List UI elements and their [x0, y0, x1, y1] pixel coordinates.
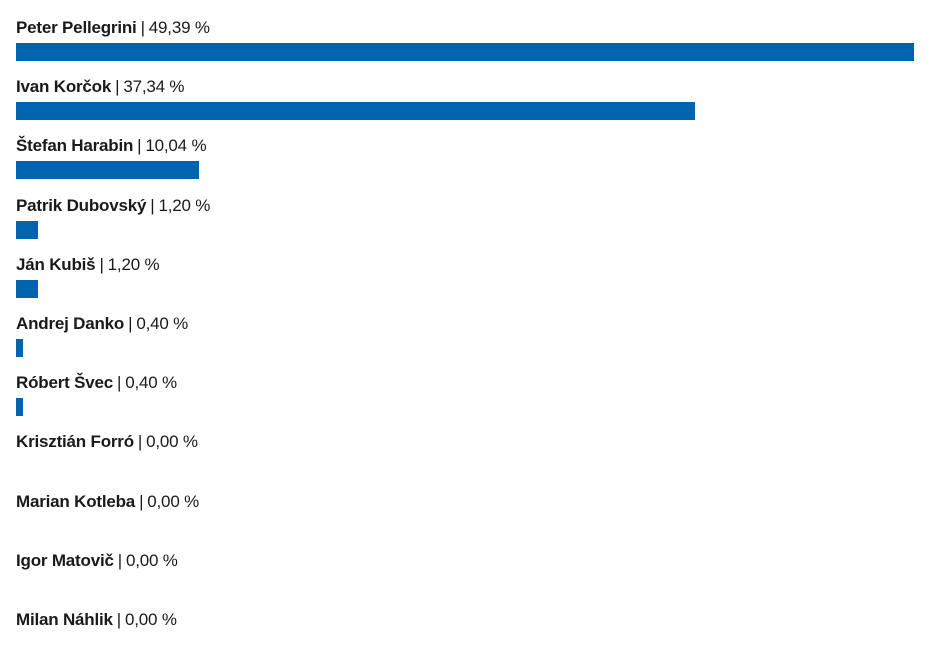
bar-track — [16, 43, 914, 61]
label-separator: | — [150, 195, 155, 215]
label-separator: | — [99, 254, 104, 274]
chart-row: Marian Kotleba | 0,00 % — [16, 492, 914, 551]
bar-track — [16, 576, 914, 594]
chart-row: Štefan Harabin | 10,04 % — [16, 136, 914, 195]
data-label: 0,00 % — [146, 432, 198, 452]
bar — [16, 338, 24, 357]
candidate-name: Marian Kotleba — [16, 491, 136, 511]
bar-label: Andrej Danko | 0,40 % — [16, 314, 914, 334]
candidate-name: Ján Kubiš — [16, 254, 96, 274]
candidate-name: Ivan Korčok — [16, 77, 112, 97]
bar-label: Igor Matovič | 0,00 % — [16, 551, 914, 571]
chart-row: Patrik Dubovský | 1,20 % — [16, 196, 914, 255]
label-separator: | — [117, 373, 122, 393]
bar-track — [16, 635, 914, 653]
bar-label: Štefan Harabin | 10,04 % — [16, 136, 914, 156]
candidate-name: Andrej Danko — [16, 313, 125, 333]
data-label: 0,00 % — [125, 609, 177, 629]
bar — [16, 398, 24, 417]
bar — [16, 279, 38, 298]
data-label: 1,20 % — [107, 254, 160, 274]
bar-track — [16, 338, 914, 357]
bar-chart: Peter Pellegrini | 49,39 % Ivan Korčok | 37,3… — [16, 18, 914, 669]
chart-row: Ján Kubiš | 1,20 % — [16, 255, 914, 314]
candidate-name: Peter Pellegrini — [16, 18, 137, 37]
chart-row: Róbert Švec | 0,40 % — [16, 373, 914, 432]
label-separator: | — [117, 550, 122, 570]
chart-row: Peter Pellegrini | 49,39 % — [16, 18, 914, 77]
candidate-name: Róbert Švec — [16, 373, 114, 393]
chart-row: Ivan Korčok | 37,34 % — [16, 77, 914, 136]
bar-label: Peter Pellegrini | 49,39 % — [16, 18, 914, 38]
candidate-name: Krisztián Forró — [16, 432, 134, 452]
data-label: 49,39 % — [148, 18, 210, 37]
label-separator: | — [137, 432, 143, 452]
chart-row: Igor Matovič | 0,00 % — [16, 551, 914, 610]
label-separator: | — [140, 18, 145, 37]
data-label: 0,40 % — [136, 313, 189, 333]
data-label: 0,00 % — [125, 550, 178, 570]
bar-track — [16, 279, 914, 298]
bar-label: Ivan Korčok | 37,34 % — [16, 77, 914, 97]
bar-track — [16, 102, 914, 121]
candidate-name: Milan Náhlik — [16, 609, 113, 629]
data-label: 0,40 % — [125, 373, 177, 393]
label-separator: | — [137, 136, 142, 156]
bar — [16, 102, 695, 121]
bar — [16, 220, 38, 239]
data-label: 37,34 % — [123, 77, 185, 97]
bar-label: Patrik Dubovský | 1,20 % — [16, 196, 914, 216]
bar — [16, 43, 914, 61]
bar-track — [16, 457, 914, 475]
bar-track — [16, 220, 914, 239]
data-label: 0,00 % — [147, 491, 200, 511]
label-separator: | — [128, 313, 133, 333]
candidate-name: Igor Matovič — [16, 550, 114, 570]
bar-label: Marian Kotleba | 0,00 % — [16, 492, 914, 512]
chart-row: Andrej Danko | 0,40 % — [16, 314, 914, 373]
label-separator: | — [139, 491, 144, 511]
bar-label: Róbert Švec | 0,40 % — [16, 373, 914, 393]
chart-row: Milan Náhlik | 0,00 % — [16, 610, 914, 669]
bar-label: Milan Náhlik | 0,00 % — [16, 610, 914, 630]
data-label: 1,20 % — [158, 195, 211, 215]
bar-label: Krisztián Forró | 0,00 % — [16, 432, 914, 452]
bar-track — [16, 161, 914, 180]
chart-row: Krisztián Forró | 0,00 % — [16, 432, 914, 491]
bar — [16, 161, 199, 180]
candidate-name: Štefan Harabin — [16, 136, 134, 156]
label-separator: | — [116, 609, 122, 629]
bar-track — [16, 398, 914, 417]
label-separator: | — [115, 77, 120, 97]
candidate-name: Patrik Dubovský — [16, 195, 147, 215]
bar-label: Ján Kubiš | 1,20 % — [16, 255, 914, 275]
data-label: 10,04 % — [145, 136, 207, 156]
bar-track — [16, 517, 914, 535]
